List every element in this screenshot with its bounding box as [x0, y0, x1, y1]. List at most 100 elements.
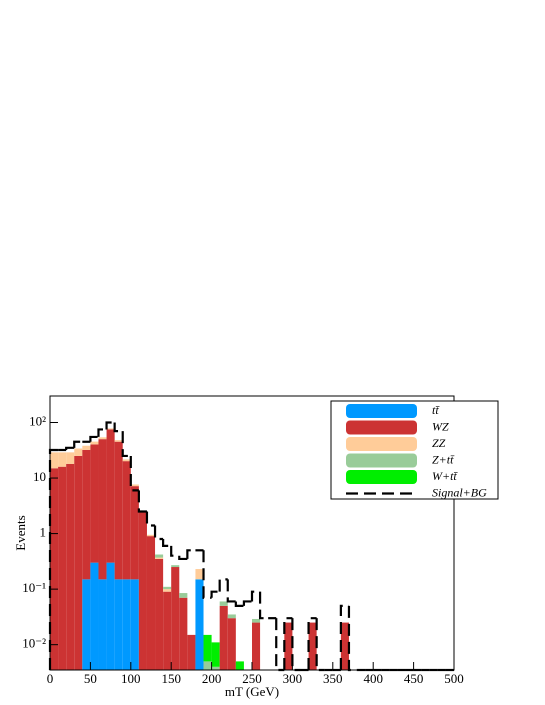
step-line	[250, 590, 261, 602]
x-tick-label: 500	[444, 671, 464, 686]
histogram-bar	[163, 591, 172, 670]
histogram-bar	[340, 622, 349, 670]
histogram-bar	[227, 614, 236, 619]
histogram-bar	[122, 461, 131, 580]
histogram-bar	[146, 536, 156, 670]
histogram-bar	[211, 642, 220, 667]
histogram-bar	[195, 579, 204, 670]
step-line	[258, 591, 269, 620]
step-line	[153, 525, 164, 541]
histogram-bar	[203, 634, 212, 662]
step-line	[113, 422, 123, 433]
histogram-bar	[50, 468, 59, 670]
histogram-bar	[106, 562, 115, 670]
histogram-bar	[155, 558, 164, 670]
histogram-bar	[82, 579, 91, 670]
histogram-bar	[98, 579, 107, 670]
step-line	[307, 617, 317, 670]
step-line	[65, 446, 75, 450]
histogram-bar	[308, 622, 317, 670]
x-tick-label: 300	[283, 671, 303, 686]
histogram-bar	[179, 597, 188, 670]
step-line	[73, 440, 83, 448]
x-tick-label: 200	[202, 671, 222, 686]
x-tick-label: 350	[323, 671, 343, 686]
histogram-bar	[114, 441, 123, 580]
legend-label: Signal+BG	[432, 485, 487, 499]
histogram-bar	[66, 452, 75, 464]
y-tick-label: 10²	[29, 413, 46, 428]
histogram-bar	[106, 428, 115, 430]
histogram-bar	[227, 618, 236, 670]
histogram-bar	[155, 557, 164, 559]
step-line	[162, 538, 172, 548]
histogram-bar	[98, 439, 107, 580]
histogram-bar	[211, 666, 220, 670]
x-tick-label: 400	[363, 671, 383, 686]
step-line	[186, 549, 196, 559]
step-line	[105, 421, 115, 430]
histogram-bar	[155, 554, 164, 558]
histogram-bar	[90, 562, 99, 670]
legend-label: W+tt̄	[432, 469, 458, 483]
histogram-bar	[90, 441, 99, 445]
legend-label: Z+tt̄	[432, 452, 454, 466]
histogram-bar	[122, 459, 131, 462]
step-line	[121, 431, 131, 458]
legend-swatch	[346, 453, 417, 468]
histogram-bar	[106, 429, 115, 563]
histogram-bar	[219, 601, 228, 606]
step-line	[218, 578, 228, 592]
histogram-bar	[187, 634, 196, 670]
step-line	[234, 601, 244, 607]
y-tick-label: 10	[33, 469, 46, 484]
step-line	[210, 590, 220, 598]
x-tick-label: 250	[242, 671, 262, 686]
legend-label: WZ	[432, 419, 449, 433]
histogram-bar	[130, 579, 139, 670]
histogram-bar	[163, 589, 172, 592]
histogram-bar	[163, 586, 172, 590]
histogram-bar	[74, 455, 83, 670]
legend-swatch	[346, 437, 417, 451]
legend-swatch	[346, 420, 417, 435]
histogram-bar	[74, 448, 83, 456]
step-line	[137, 490, 147, 513]
x-tick-label: 100	[121, 671, 141, 686]
histogram-bar	[130, 486, 139, 580]
histogram-bar	[203, 661, 212, 670]
step-line	[226, 579, 236, 603]
legend-swatch	[346, 470, 417, 484]
x-tick-label: 0	[47, 671, 54, 686]
histogram-bar	[219, 605, 228, 670]
histogram-bar	[82, 449, 91, 580]
histogram-bar	[50, 452, 59, 469]
histogram-bar	[130, 484, 139, 487]
legend-label: tt̄	[432, 403, 440, 417]
histogram-bar	[146, 534, 156, 537]
histogram-bar	[82, 445, 91, 450]
histogram-bar	[98, 437, 107, 440]
x-tick-label: 150	[161, 671, 181, 686]
step-line	[339, 604, 349, 670]
histogram-bar	[122, 579, 131, 670]
histogram-bar	[179, 593, 188, 598]
step-line	[97, 428, 107, 437]
histogram-bar	[138, 512, 147, 670]
histogram-bar	[114, 440, 123, 442]
step-line	[178, 555, 188, 561]
legend-swatch	[346, 404, 417, 418]
histogram-bar	[171, 567, 180, 670]
step-line	[202, 550, 212, 599]
x-axis-label: mT (GeV)	[225, 684, 279, 699]
histogram-bar	[284, 622, 293, 670]
x-tick-label: 450	[404, 671, 424, 686]
step-line	[89, 435, 99, 442]
histogram-bar	[90, 444, 99, 563]
x-tick-label: 50	[84, 671, 97, 686]
step-line	[283, 617, 293, 670]
y-tick-label: 10⁻¹	[22, 580, 46, 595]
histogram-bar	[58, 466, 67, 670]
y-tick-label: 1	[40, 525, 47, 540]
histogram-bar	[171, 565, 180, 568]
